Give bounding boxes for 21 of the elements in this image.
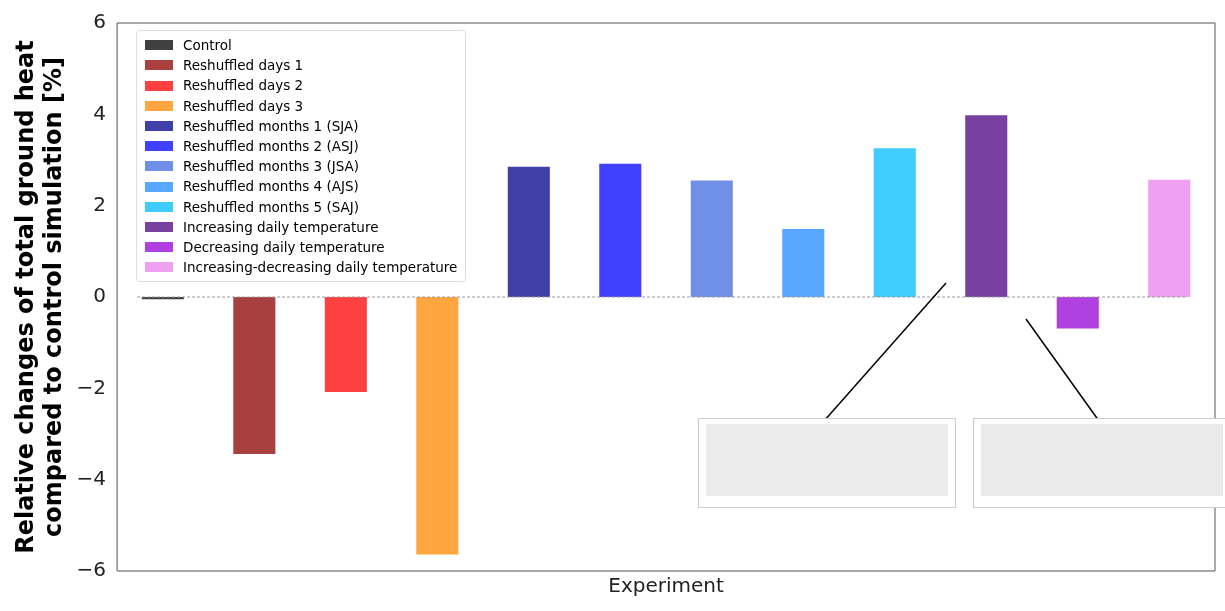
- y-tick-label: 6: [93, 9, 107, 34]
- y-axis-title: Relative changes of total ground heat compared to control simulation [%]: [10, 40, 68, 554]
- legend-label: Decreasing daily temperature: [183, 238, 385, 258]
- legend-label: Reshuffled months 1 (SJA): [183, 116, 359, 136]
- legend-label: Control: [183, 36, 232, 55]
- legend-label: Reshuffled months 5 (SAJ): [183, 197, 360, 217]
- y-tick-label: −4: [76, 465, 107, 490]
- y-tick-label: −6: [76, 557, 107, 582]
- y-tick-label: 2: [93, 191, 107, 216]
- legend-label: Increasing daily temperature: [183, 217, 379, 237]
- legend-label: Reshuffled months 3 (JSA): [183, 157, 360, 177]
- legend-label: Reshuffled days 1: [183, 56, 304, 76]
- y-tick-label: 4: [93, 100, 107, 125]
- x-axis-title: Experiment: [608, 573, 724, 598]
- legend-label: Reshuffled months 4 (AJS): [183, 177, 359, 197]
- legend-label: Reshuffled days 2: [183, 76, 304, 96]
- legend-label: Reshuffled days 3: [183, 96, 304, 116]
- legend-label: Increasing-decreasing daily temperature: [183, 258, 458, 278]
- y-tick-label: −2: [76, 374, 107, 399]
- y-tick-label: 0: [93, 283, 107, 308]
- legend-label: Reshuffled months 2 (ASJ): [183, 137, 359, 156]
